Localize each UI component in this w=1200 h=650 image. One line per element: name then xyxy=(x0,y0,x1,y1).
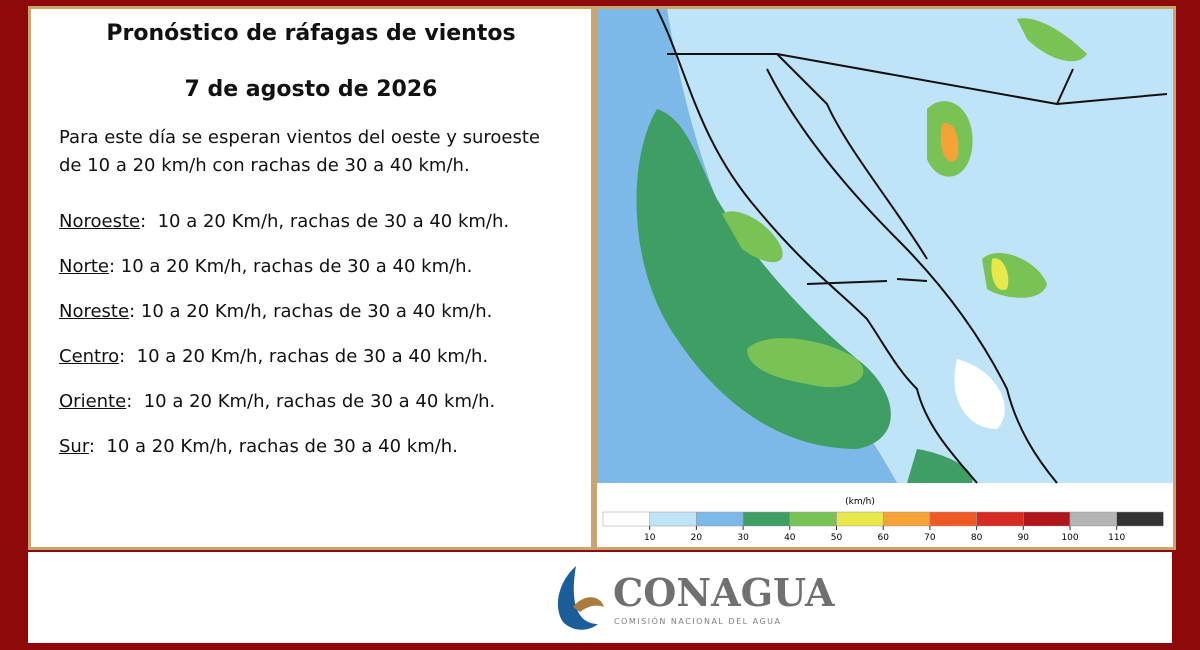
region-name: Norte xyxy=(59,256,110,277)
legend-swatch xyxy=(836,511,884,527)
text-panel: Pronóstico de ráfagas de vientos 7 de ag… xyxy=(28,6,594,550)
wind-area xyxy=(907,449,973,483)
region-row: Noreste: 10 a 20 Km/h, rachas de 30 a 40… xyxy=(59,301,492,322)
region-name: Noroeste xyxy=(59,211,141,232)
legend-swatch xyxy=(602,511,650,527)
legend-swatch xyxy=(1116,511,1164,527)
legend-swatch xyxy=(1069,511,1117,527)
legend-swatch xyxy=(649,511,697,527)
region-text: : 10 a 20 Km/h, rachas de 30 a 40 km/h. xyxy=(129,301,493,322)
title: Pronóstico de ráfagas de vientos xyxy=(106,21,516,46)
legend-tick-label: 60 xyxy=(877,533,889,543)
logo-icon xyxy=(573,597,604,612)
intro-line: de 10 a 20 km/h con rachas de 30 a 40 km… xyxy=(59,155,470,176)
wind-area xyxy=(991,258,1009,290)
legend-unit: (km/h) xyxy=(845,497,875,507)
legend-tick-label: 10 xyxy=(644,533,656,543)
legend-tick-label: 90 xyxy=(1018,533,1030,543)
region-text: : 10 a 20 Km/h, rachas de 30 a 40 km/h. xyxy=(126,391,496,412)
legend-swatch xyxy=(882,511,931,527)
date: 7 de agosto de 2026 xyxy=(184,77,438,102)
coastline xyxy=(656,8,978,484)
region-text: : 10 a 20 Km/h, rachas de 30 a 40 km/h. xyxy=(109,256,473,277)
region-name: Oriente xyxy=(59,391,127,412)
region-text: : 10 a 20 Km/h, rachas de 30 a 40 km/h. xyxy=(140,211,510,232)
region-row: Noroeste: 10 a 20 Km/h, rachas de 30 a 4… xyxy=(59,211,509,232)
legend-swatch xyxy=(742,511,791,527)
region-name: Centro xyxy=(59,346,120,367)
calm-area xyxy=(954,359,1005,429)
legend-swatch xyxy=(929,511,977,527)
region-row: Centro: 10 a 20 Km/h, rachas de 30 a 40 … xyxy=(59,346,488,367)
logo: CONAGUA COMISIÓN NACIONAL DEL AGUA xyxy=(557,566,835,630)
legend-swatch xyxy=(696,511,744,527)
legend-swatch xyxy=(1023,511,1071,527)
legend-tick-label: 80 xyxy=(971,533,983,543)
region-row: Norte: 10 a 20 Km/h, rachas de 30 a 40 k… xyxy=(59,256,472,277)
legend-tick-label: 110 xyxy=(1108,533,1125,543)
map-panel: (km/h) 10 20 30 40 50 60 70 80 90 100 110 xyxy=(594,6,1176,550)
legend-swatch xyxy=(976,511,1024,527)
region-row: Sur: 10 a 20 Km/h, rachas de 30 a 40 km/… xyxy=(59,436,458,457)
wind-area xyxy=(1017,18,1087,62)
footer: CONAGUA COMISIÓN NACIONAL DEL AGUA xyxy=(28,552,1172,643)
region-name: Noreste xyxy=(59,301,130,322)
logo-subtitle: COMISIÓN NACIONAL DEL AGUA xyxy=(614,615,782,626)
wind-area xyxy=(722,211,783,263)
coastline xyxy=(766,68,1058,484)
legend-tick-label: 100 xyxy=(1061,533,1078,543)
wind-area xyxy=(747,338,864,388)
logo-name: CONAGUA xyxy=(613,570,835,615)
legend-tick-label: 30 xyxy=(737,533,749,543)
border xyxy=(667,53,1168,285)
legend-tick-label: 50 xyxy=(831,533,843,543)
intro-line: Para este día se esperan vientos del oes… xyxy=(59,127,541,148)
legend-tick-label: 20 xyxy=(691,533,703,543)
legend-swatch xyxy=(789,511,837,527)
legend-tick-label: 70 xyxy=(924,533,936,543)
map: (km/h) 10 20 30 40 50 60 70 80 90 100 110 xyxy=(597,8,1173,543)
region-text: : 10 a 20 Km/h, rachas de 30 a 40 km/h. xyxy=(88,436,458,457)
legend-tick-label: 40 xyxy=(784,533,796,543)
logo-icon xyxy=(557,566,598,630)
region-row: Oriente: 10 a 20 Km/h, rachas de 30 a 40… xyxy=(59,391,495,412)
region-text: : 10 a 20 Km/h, rachas de 30 a 40 km/h. xyxy=(119,346,489,367)
region-name: Sur xyxy=(59,436,89,457)
wind-area xyxy=(940,123,959,162)
